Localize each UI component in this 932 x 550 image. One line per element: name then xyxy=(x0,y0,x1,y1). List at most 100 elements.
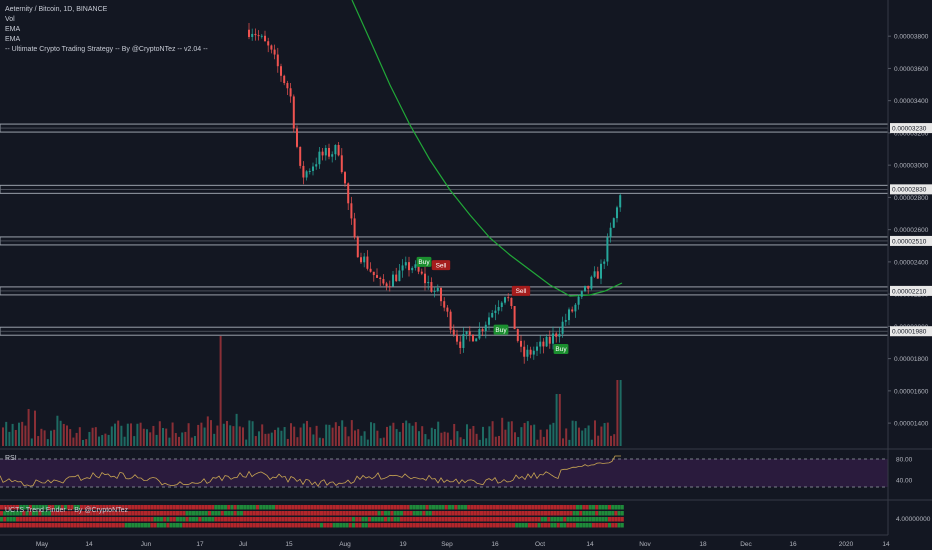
trend-cell xyxy=(598,523,602,528)
candle xyxy=(248,29,250,37)
trend-cell xyxy=(246,517,250,522)
trend-cell xyxy=(32,505,35,510)
trend-axis-label: 4.00000000 xyxy=(896,516,931,523)
trend-cell xyxy=(355,517,359,522)
trend-cell xyxy=(96,517,99,522)
trend-cell xyxy=(182,517,186,522)
trend-cell xyxy=(224,511,227,516)
trend-cell xyxy=(105,505,109,510)
volume-bar xyxy=(443,431,446,446)
trend-cell xyxy=(112,505,115,510)
time-axis[interactable]: May 14 Jun 17 Jul 15 Aug 19 Sep 16 Oct 14 Nov 18 Dec 16… xyxy=(0,534,890,548)
volume-bar xyxy=(197,424,200,446)
trend-cell xyxy=(64,523,67,528)
trend-cell xyxy=(195,517,199,522)
volume-bar xyxy=(110,426,113,446)
trend-cell xyxy=(608,517,611,522)
x-tick-label: 19 xyxy=(399,541,407,548)
trend-cell xyxy=(361,511,365,516)
trend-cell xyxy=(598,505,602,510)
trend-cell xyxy=(278,511,282,516)
trend-cell xyxy=(131,505,135,510)
strategy-indicator-label[interactable]: -- Ultimate Crypto Trading Strategy -- B… xyxy=(5,46,208,53)
candle xyxy=(465,331,468,334)
trend-cell xyxy=(67,511,71,516)
trend-cell xyxy=(374,523,378,528)
volume-bar xyxy=(82,439,84,446)
trend-cell xyxy=(150,523,154,528)
trend-cell xyxy=(284,505,288,510)
trend-cell xyxy=(249,511,253,516)
volume-bar xyxy=(606,422,609,446)
candle xyxy=(331,154,334,157)
trend-cell xyxy=(83,505,87,510)
trend-cell xyxy=(528,523,531,528)
candle xyxy=(513,306,516,330)
trend-cell xyxy=(492,511,496,516)
ema-indicator-label-1[interactable]: EMA xyxy=(5,26,21,33)
ema-indicator-label-2[interactable]: EMA xyxy=(5,36,21,43)
volume-bar xyxy=(482,426,484,446)
trend-cell xyxy=(457,523,461,528)
candle xyxy=(363,256,366,263)
trend-cell xyxy=(201,505,205,510)
candle xyxy=(529,349,532,355)
candle xyxy=(612,218,615,228)
trend-cell xyxy=(473,517,477,522)
x-tick-label: Dec xyxy=(740,541,752,548)
x-tick-label: May xyxy=(36,541,49,548)
trend-cell xyxy=(28,505,32,510)
trend-cell xyxy=(396,511,400,516)
trend-cell xyxy=(0,505,3,510)
candle xyxy=(302,165,305,178)
trend-cell xyxy=(156,511,160,516)
trend-cell xyxy=(96,523,99,528)
volume-bar xyxy=(565,428,568,446)
trend-cell xyxy=(512,511,515,516)
trend-cell xyxy=(425,505,429,510)
trend-cell xyxy=(256,523,259,528)
volume-bar xyxy=(350,420,353,446)
rsi-pane-title[interactable]: RSI xyxy=(5,455,17,462)
trend-cell xyxy=(483,511,487,516)
trend-cell xyxy=(444,517,448,522)
volume-bar xyxy=(126,423,129,446)
trend-cell xyxy=(460,505,464,510)
trend-pane-title[interactable]: UCTS Trend Finder -- By @CryptoNTez xyxy=(5,507,129,514)
trend-cell xyxy=(400,505,403,510)
vol-indicator-label[interactable]: Vol xyxy=(5,16,15,23)
trend-cell xyxy=(588,511,592,516)
trend-cell xyxy=(236,511,240,516)
trend-cell xyxy=(240,505,243,510)
trend-cell xyxy=(70,517,74,522)
trend-cell xyxy=(422,517,426,522)
trend-cell xyxy=(534,511,538,516)
trend-cell xyxy=(537,511,541,516)
trend-cell xyxy=(620,511,624,516)
trend-cell xyxy=(361,517,365,522)
trend-cell xyxy=(502,523,506,528)
volume-bar xyxy=(232,426,235,446)
trend-cell xyxy=(99,517,103,522)
trend-cell xyxy=(208,511,211,516)
volume-bar xyxy=(88,431,91,446)
trend-cell xyxy=(182,505,186,510)
trend-cell xyxy=(556,511,560,516)
trend-cell xyxy=(409,505,413,510)
trend-cell xyxy=(534,523,538,528)
volume-bar xyxy=(136,423,139,446)
volume-bar xyxy=(216,425,219,446)
level-price-tag xyxy=(890,235,932,246)
trend-cell xyxy=(60,523,64,528)
volume-bar xyxy=(78,427,81,446)
trend-cell xyxy=(374,511,378,516)
trend-cell xyxy=(41,511,45,516)
price-axis[interactable]: 0.00003800 0.00003600 0.00003400 0.00003200… xyxy=(887,0,932,535)
trend-cell xyxy=(416,517,419,522)
candle xyxy=(523,346,526,357)
trend-cell xyxy=(140,511,144,516)
volume-bar xyxy=(338,426,340,446)
trend-cell xyxy=(540,505,544,510)
y-tick-label: 0.00003200 xyxy=(894,130,929,137)
